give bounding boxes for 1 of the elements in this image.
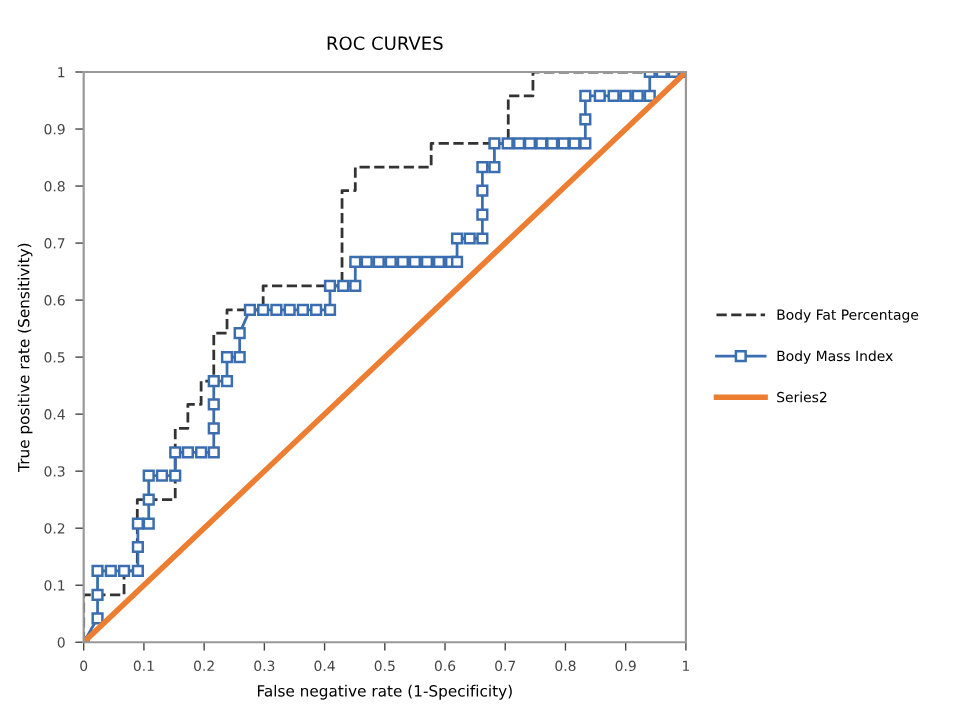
chart-title: ROC CURVES bbox=[327, 36, 443, 51]
